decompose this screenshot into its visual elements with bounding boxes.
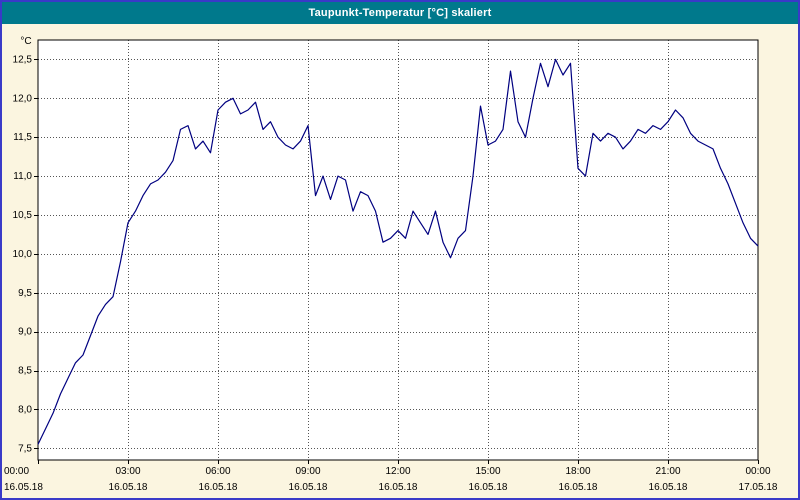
x-tick-date-label: 16.05.18 bbox=[199, 482, 238, 493]
y-tick-label: 11,5 bbox=[13, 132, 32, 143]
x-tick-date-label: 16.05.18 bbox=[559, 482, 598, 493]
x-tick-date-label: 17.05.18 bbox=[739, 482, 778, 493]
y-tick-label: 7,5 bbox=[18, 443, 32, 454]
y-tick-label: 8,0 bbox=[18, 404, 32, 415]
y-tick-label: 10,5 bbox=[13, 210, 33, 221]
x-tick-date-label: 16.05.18 bbox=[109, 482, 148, 493]
plot-border bbox=[37, 39, 759, 461]
chart-title: Taupunkt-Temperatur [°C] skaliert bbox=[308, 7, 492, 19]
x-tick-time-label: 12:00 bbox=[385, 466, 410, 477]
y-tick-label: 9,5 bbox=[18, 288, 32, 299]
x-tick-time-label: 21:00 bbox=[655, 466, 680, 477]
y-tick-label: 10,0 bbox=[13, 249, 33, 260]
chart-area: 7,5 8,0 8,5 9,0 9,5 10,0 10,5 11,0 11,5 12,0 12,5 0… bbox=[2, 24, 798, 498]
x-tick-time-label: 00:00 bbox=[745, 466, 770, 477]
x-tick-date-label: 16.05.18 bbox=[469, 482, 508, 493]
y-tick-label: 12,0 bbox=[13, 93, 33, 104]
y-tick-label: 8,5 bbox=[18, 366, 32, 377]
x-tick-date-label: 16.05.18 bbox=[289, 482, 328, 493]
x-tick-date-label: 16.05.18 bbox=[4, 482, 43, 493]
y-tick-label: 12,5 bbox=[13, 54, 33, 65]
x-tick-time-label: 03:00 bbox=[115, 466, 140, 477]
temperature-line bbox=[37, 58, 759, 445]
x-tick-time-label: 09:00 bbox=[295, 466, 320, 477]
y-axis-unit-label: °C bbox=[20, 36, 31, 47]
x-tick-time-label: 00:00 bbox=[4, 466, 29, 477]
y-tick-label: 9,0 bbox=[18, 327, 32, 338]
title-bar: Taupunkt-Temperatur [°C] skaliert bbox=[2, 2, 798, 24]
x-tick-time-label: 18:00 bbox=[565, 466, 590, 477]
chart-svg: 7,5 8,0 8,5 9,0 9,5 10,0 10,5 11,0 11,5 12,0 12,5 0… bbox=[4, 36, 778, 493]
x-tick-time-label: 06:00 bbox=[205, 466, 230, 477]
y-tick-label: 11,0 bbox=[13, 171, 32, 182]
x-tick-date-label: 16.05.18 bbox=[379, 482, 418, 493]
x-tick-time-label: 15:00 bbox=[475, 466, 500, 477]
x-tick-date-label: 16.05.18 bbox=[649, 482, 688, 493]
